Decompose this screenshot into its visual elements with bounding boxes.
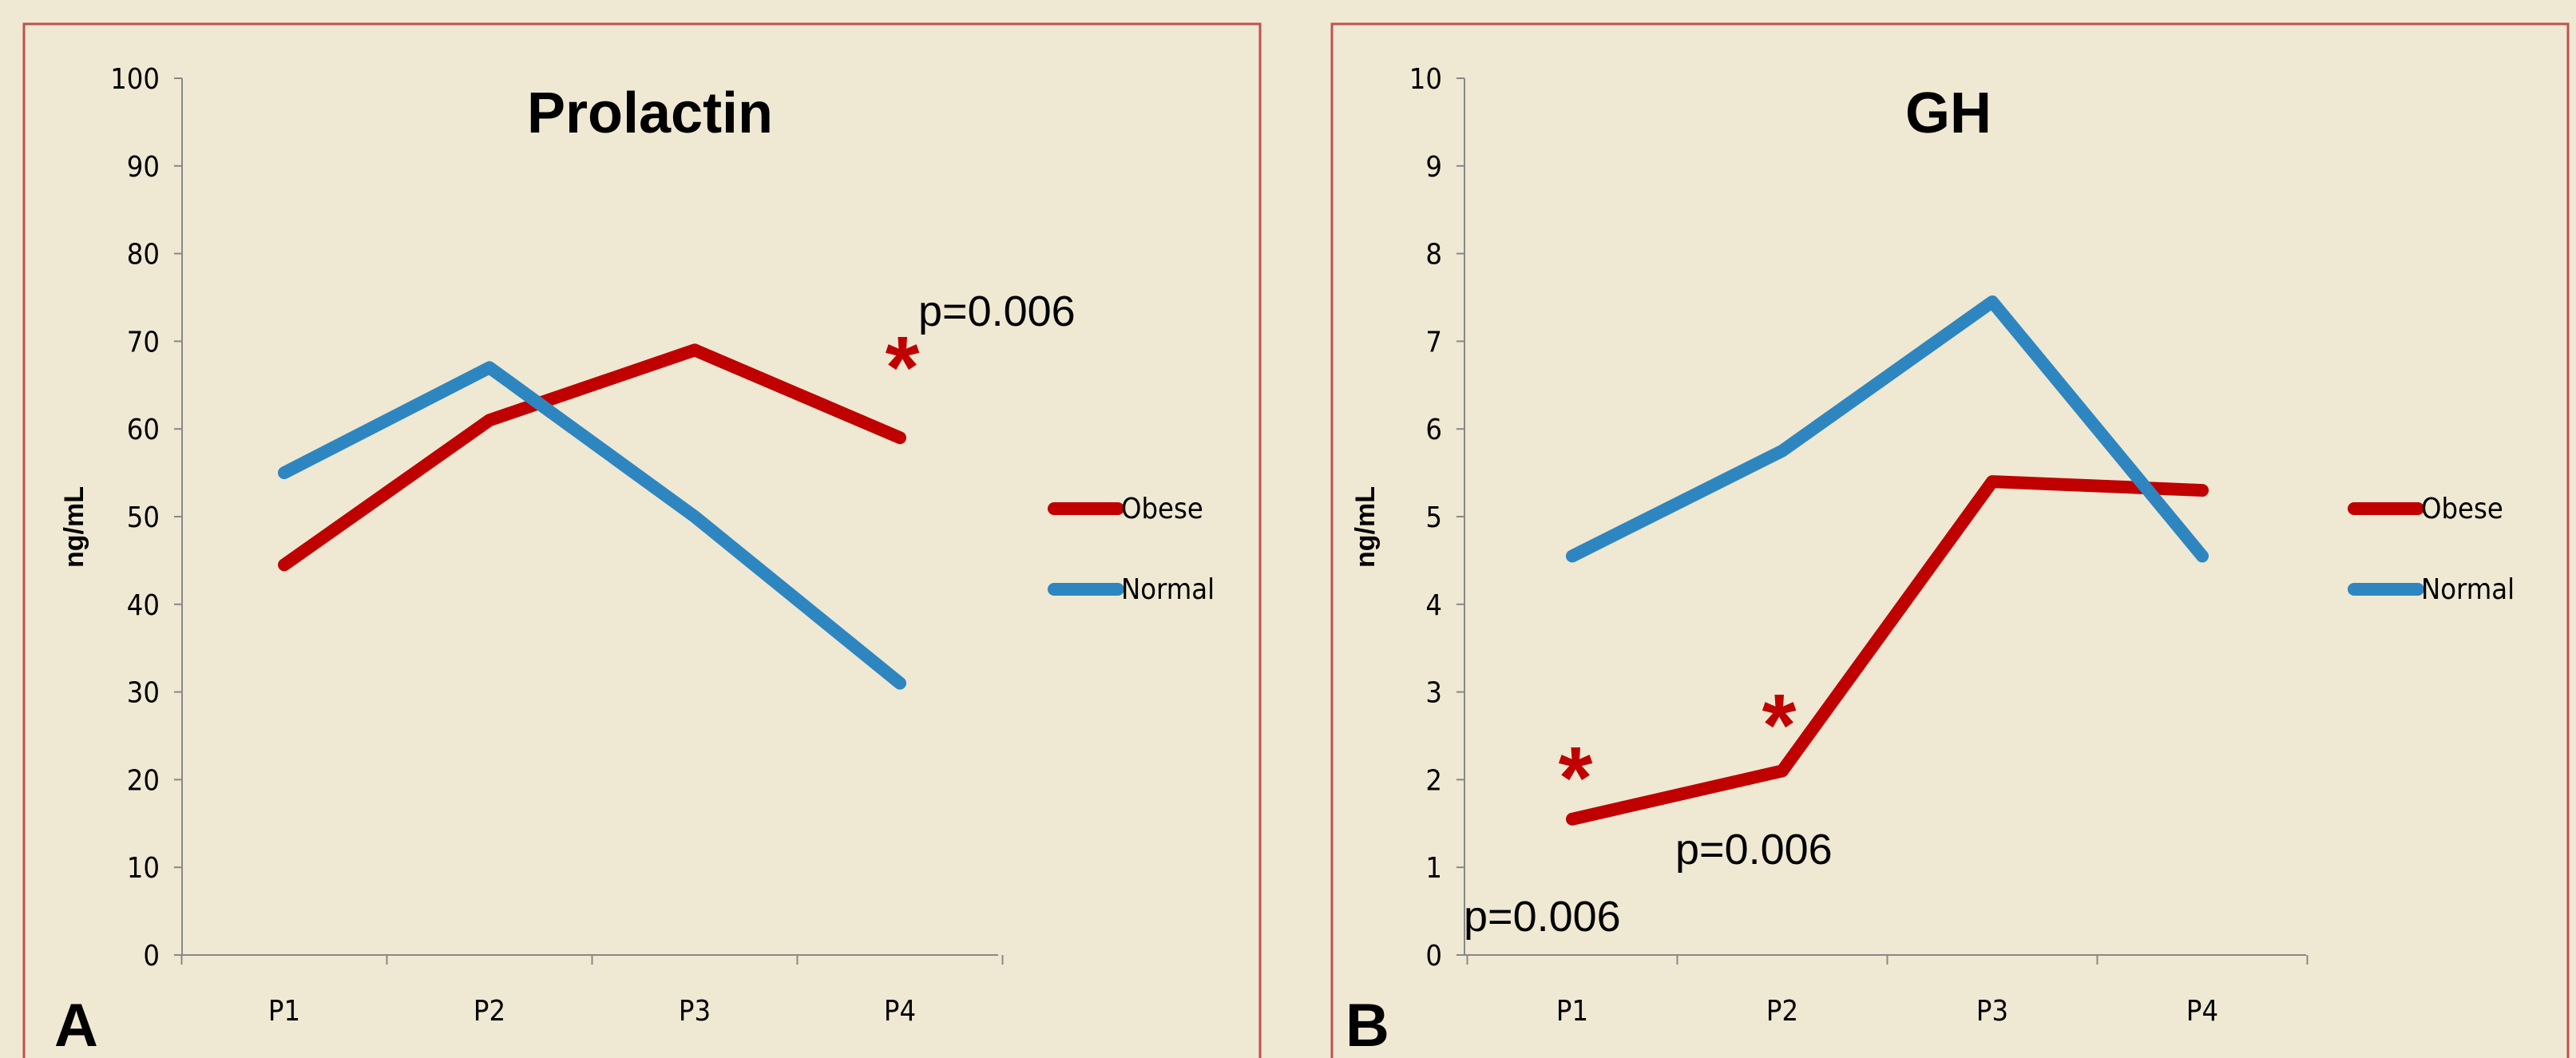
panel-a-series-normal-point-p4 xyxy=(899,682,901,684)
panel-b-legend-obese-label: Obese xyxy=(2421,493,2503,525)
panel-a-y-axis-label: ng/mL xyxy=(59,486,89,568)
panel-b-legend-normal-label: Normal xyxy=(2421,573,2515,606)
panel-b-series-obese-point-p2 xyxy=(1781,770,1783,772)
panel-b-series-normal-point-p4 xyxy=(2201,555,2203,557)
panel-a-y-tick-label: 30 xyxy=(127,677,160,710)
panel-a-y-tick-label: 70 xyxy=(127,326,160,359)
panel-b-y-tick-label: 10 xyxy=(1409,63,1442,96)
panel-a-frame xyxy=(22,22,1262,1058)
panel-a-y-tick-label: 50 xyxy=(127,501,160,534)
panel-a-label: A xyxy=(54,992,98,1058)
panel-a-series-obese-point-p2 xyxy=(489,419,490,422)
panel-a-series-normal-point-p2 xyxy=(489,367,490,369)
panel-a-x-tick-label-p4: P4 xyxy=(884,995,916,1028)
panel-b-p-value-p2: p=0.006 xyxy=(1675,826,1833,874)
panel-b-series-obese-point-p1 xyxy=(1571,818,1573,820)
panel-a-y-tick-label: 80 xyxy=(127,239,160,271)
panel-a-y-tick-label: 0 xyxy=(143,940,160,973)
panel-b-y-tick-label: 8 xyxy=(1425,239,1442,271)
panel-b-significance-asterisk-p2: * xyxy=(1762,676,1797,775)
panel-b-label: B xyxy=(1345,992,1389,1058)
panel-b-y-tick-label: 9 xyxy=(1425,151,1442,184)
panel-b-series-obese-line xyxy=(1566,475,2209,826)
panel-b-y-tick-label: 6 xyxy=(1425,414,1442,446)
panel-b-series-normal-point-p3 xyxy=(1991,300,1993,303)
panel-a-title: Prolactin xyxy=(527,81,773,145)
panel-a-series-obese-point-p4 xyxy=(899,437,901,439)
panel-b-significance-asterisk-p1: * xyxy=(1559,729,1593,827)
panel-b-x-tick-label-p2: P2 xyxy=(1766,995,1798,1028)
panel-a-significance-asterisk: * xyxy=(886,319,920,417)
panel-a: Prolactin ng/mL 0 10 20 30 40 50 60 70 80 90 100 P… xyxy=(22,22,1262,1058)
panel-b-series-obese-point-p4 xyxy=(2201,489,2203,492)
panel-a-legend-normal-label: Normal xyxy=(1121,573,1215,606)
panel-b-x-tick-label-p1: P1 xyxy=(1556,995,1588,1028)
panel-a-series-obese-line xyxy=(278,343,906,572)
panel-b-frame xyxy=(1330,22,2570,1058)
panel-b-y-tick-label: 5 xyxy=(1425,501,1442,534)
panel-b-y-tick-label: 1 xyxy=(1425,852,1442,885)
panel-a-series-normal-line xyxy=(278,361,906,690)
panel-a-series-normal-point-p1 xyxy=(283,472,285,474)
panel-b-y-tick-label: 4 xyxy=(1425,589,1442,622)
panel-a-p-value: p=0.006 xyxy=(918,287,1076,335)
panel-b-series-normal-point-p1 xyxy=(1571,555,1573,557)
panel-a-y-tick-label: 40 xyxy=(127,589,160,622)
panel-b-y-axis-label: ng/mL xyxy=(1350,486,1381,568)
panel-a-x-tick-label-p1: P1 xyxy=(268,995,300,1028)
panel-b-y-tick-label: 0 xyxy=(1425,940,1442,973)
panel-a-y-tick-label: 20 xyxy=(127,764,160,797)
panel-a-series-obese-point-p3 xyxy=(694,349,696,351)
panel-b-y-tick-label: 7 xyxy=(1425,326,1442,359)
panel-a-y-tick-label: 60 xyxy=(127,414,160,446)
panel-b-x-tick-label-p3: P3 xyxy=(1976,995,2008,1028)
panel-a-x-tick-label-p2: P2 xyxy=(474,995,505,1028)
panel-a-y-tick-label: 90 xyxy=(127,151,160,184)
panel-b-y-tick-label: 2 xyxy=(1425,764,1442,797)
panel-b-series-obese-point-p3 xyxy=(1991,481,1993,483)
panel-b-title: GH xyxy=(1905,81,1991,145)
panel-a-series-normal-point-p3 xyxy=(694,516,696,517)
panel-b-y-tick-label: 3 xyxy=(1425,677,1442,710)
panel-a-y-tick-label: 100 xyxy=(110,63,160,96)
panel-a-y-tick-label: 10 xyxy=(127,852,160,885)
panel-a-legend-obese-label: Obese xyxy=(1121,493,1203,525)
panel-b: GH ng/mL 0 1 2 3 4 5 6 7 8 9 10 P1 P2 P3 P4 * p=0.006… xyxy=(1330,22,2570,1058)
panel-b-x-tick-label-p4: P4 xyxy=(2186,995,2218,1028)
panel-a-x-tick-label-p3: P3 xyxy=(679,995,711,1028)
panel-a-series-obese-point-p1 xyxy=(283,564,285,566)
panel-b-series-normal-point-p2 xyxy=(1781,450,1783,452)
panel-b-p-value-p1: p=0.006 xyxy=(1464,893,1621,941)
panel-b-series-normal-line xyxy=(1566,295,2209,563)
